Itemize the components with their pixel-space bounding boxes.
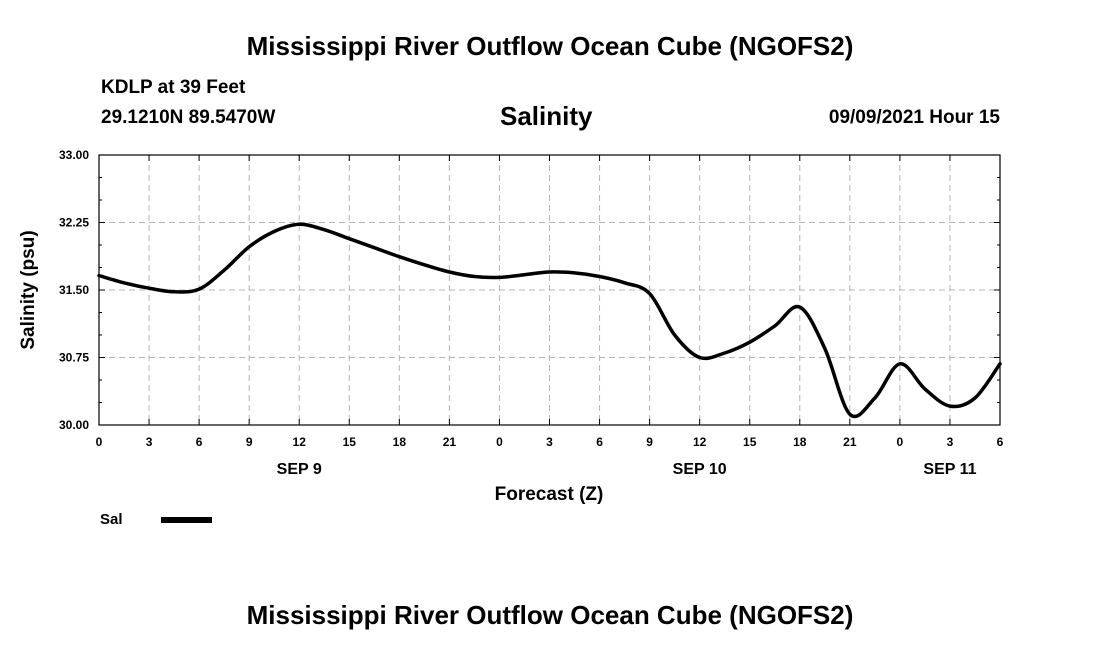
x-tick-label: 6 bbox=[196, 435, 203, 449]
x-tick-label: 6 bbox=[596, 435, 603, 449]
x-tick-label: 3 bbox=[947, 435, 954, 449]
x-tick-label: 3 bbox=[146, 435, 153, 449]
y-tick-label: 30.75 bbox=[59, 351, 89, 365]
x-tick-label: 15 bbox=[343, 435, 357, 449]
y-tick-label: 30.00 bbox=[59, 418, 89, 432]
axis-tick-labels: 0 3 6 9 12 15 18 21 0 3 6 9 12 15 18 21 0 3 6 30.00 30.75 31.… bbox=[59, 148, 1004, 478]
y-tick-label: 33.00 bbox=[59, 148, 89, 162]
y-axis-title: Salinity (psu) bbox=[18, 230, 39, 349]
x-tick-label: 9 bbox=[646, 435, 653, 449]
x-tick-label: 12 bbox=[693, 435, 707, 449]
x-tick-label: 6 bbox=[997, 435, 1004, 449]
x-day-label: SEP 9 bbox=[277, 461, 322, 478]
x-tick-label: 18 bbox=[793, 435, 807, 449]
x-axis-title: Forecast (Z) bbox=[495, 484, 604, 505]
x-tick-label: 21 bbox=[843, 435, 857, 449]
legend-label-sal: Sal bbox=[100, 511, 123, 528]
chart-title-bottom: Mississippi River Outflow Ocean Cube (NG… bbox=[246, 600, 854, 630]
station-label: KDLP at 39 Feet bbox=[101, 77, 246, 98]
salinity-series-line bbox=[97, 222, 1002, 419]
x-tick-label: 21 bbox=[443, 435, 457, 449]
station-coordinates: 29.1210N 89.5470W bbox=[101, 107, 276, 128]
x-day-label: SEP 11 bbox=[923, 461, 976, 478]
x-tick-label: 0 bbox=[897, 435, 904, 449]
x-tick-label: 18 bbox=[393, 435, 407, 449]
axis-ticks bbox=[98, 154, 1001, 426]
x-tick-label: 9 bbox=[246, 435, 253, 449]
x-tick-label: 3 bbox=[546, 435, 553, 449]
chart-title-top: Mississippi River Outflow Ocean Cube (NG… bbox=[246, 31, 854, 61]
x-tick-label: 0 bbox=[496, 435, 503, 449]
variable-title: Salinity bbox=[500, 101, 593, 131]
x-tick-label: 0 bbox=[96, 435, 103, 449]
forecast-timestamp: 09/09/2021 Hour 15 bbox=[828, 107, 1000, 128]
y-tick-label: 32.25 bbox=[59, 216, 89, 230]
grid-lines bbox=[99, 155, 1000, 425]
x-tick-label: 12 bbox=[293, 435, 307, 449]
x-day-label: SEP 10 bbox=[673, 461, 727, 478]
y-tick-label: 31.50 bbox=[59, 283, 89, 297]
x-tick-label: 15 bbox=[743, 435, 757, 449]
